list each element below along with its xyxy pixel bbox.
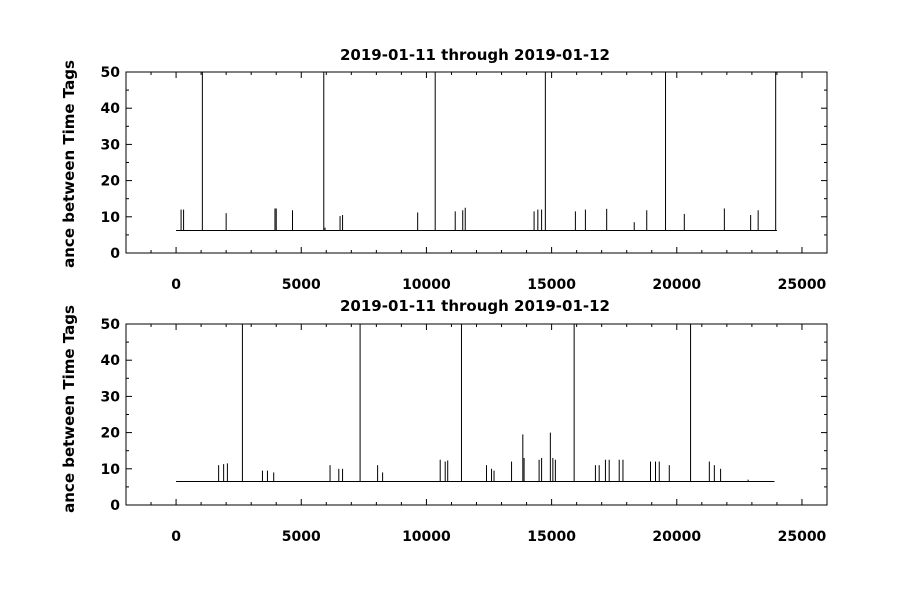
y-tick-label: 40 bbox=[101, 101, 121, 117]
y-tick-label: 30 bbox=[101, 137, 121, 153]
y-tick-label: 20 bbox=[101, 174, 121, 190]
bottom-x-ticks: 0 5000 10000 15000 20000 25000 bbox=[125, 324, 828, 545]
x-tick-label: 0 bbox=[171, 529, 181, 545]
top-y-ticks: 0 10 20 30 40 50 bbox=[101, 65, 827, 262]
bottom-chart-title: 2019-01-11 through 2019-01-12 bbox=[340, 297, 610, 315]
x-tick-label: 25000 bbox=[778, 277, 827, 293]
x-tick-label: 25000 bbox=[778, 529, 827, 545]
y-tick-label: 30 bbox=[101, 389, 121, 405]
bottom-series bbox=[176, 324, 775, 482]
y-tick-label: 0 bbox=[110, 246, 120, 262]
y-tick-label: 0 bbox=[110, 498, 120, 514]
y-tick-label: 20 bbox=[101, 426, 121, 442]
bottom-y-axis-label: ance between Time Tags bbox=[60, 305, 78, 513]
y-tick-label: 50 bbox=[101, 65, 121, 81]
bottom-panel: 2019-01-11 through 2019-01-12 ance betwe… bbox=[60, 297, 828, 545]
y-tick-label: 10 bbox=[101, 210, 121, 226]
x-tick-label: 0 bbox=[171, 277, 181, 293]
x-tick-label: 5000 bbox=[282, 529, 321, 545]
x-tick-label: 10000 bbox=[402, 277, 451, 293]
bottom-plot-frame bbox=[125, 323, 828, 506]
x-tick-label: 20000 bbox=[652, 277, 701, 293]
x-tick-label: 15000 bbox=[527, 529, 576, 545]
bottom-y-ticks: 0 10 20 30 40 50 bbox=[101, 317, 827, 514]
top-y-axis-label: ance between Time Tags bbox=[60, 60, 78, 268]
y-tick-label: 50 bbox=[101, 317, 121, 333]
top-plot-frame bbox=[125, 71, 828, 254]
y-tick-label: 40 bbox=[101, 353, 121, 369]
x-tick-label: 15000 bbox=[527, 277, 576, 293]
top-chart-title: 2019-01-11 through 2019-01-12 bbox=[340, 46, 610, 64]
x-tick-label: 5000 bbox=[282, 277, 321, 293]
x-tick-label: 10000 bbox=[402, 529, 451, 545]
y-tick-label: 10 bbox=[101, 462, 121, 478]
top-panel: 2019-01-11 through 2019-01-12 ance betwe… bbox=[60, 46, 828, 293]
top-x-ticks: 0 5000 10000 15000 20000 25000 bbox=[125, 72, 828, 293]
x-tick-label: 20000 bbox=[652, 529, 701, 545]
top-series bbox=[176, 72, 777, 232]
